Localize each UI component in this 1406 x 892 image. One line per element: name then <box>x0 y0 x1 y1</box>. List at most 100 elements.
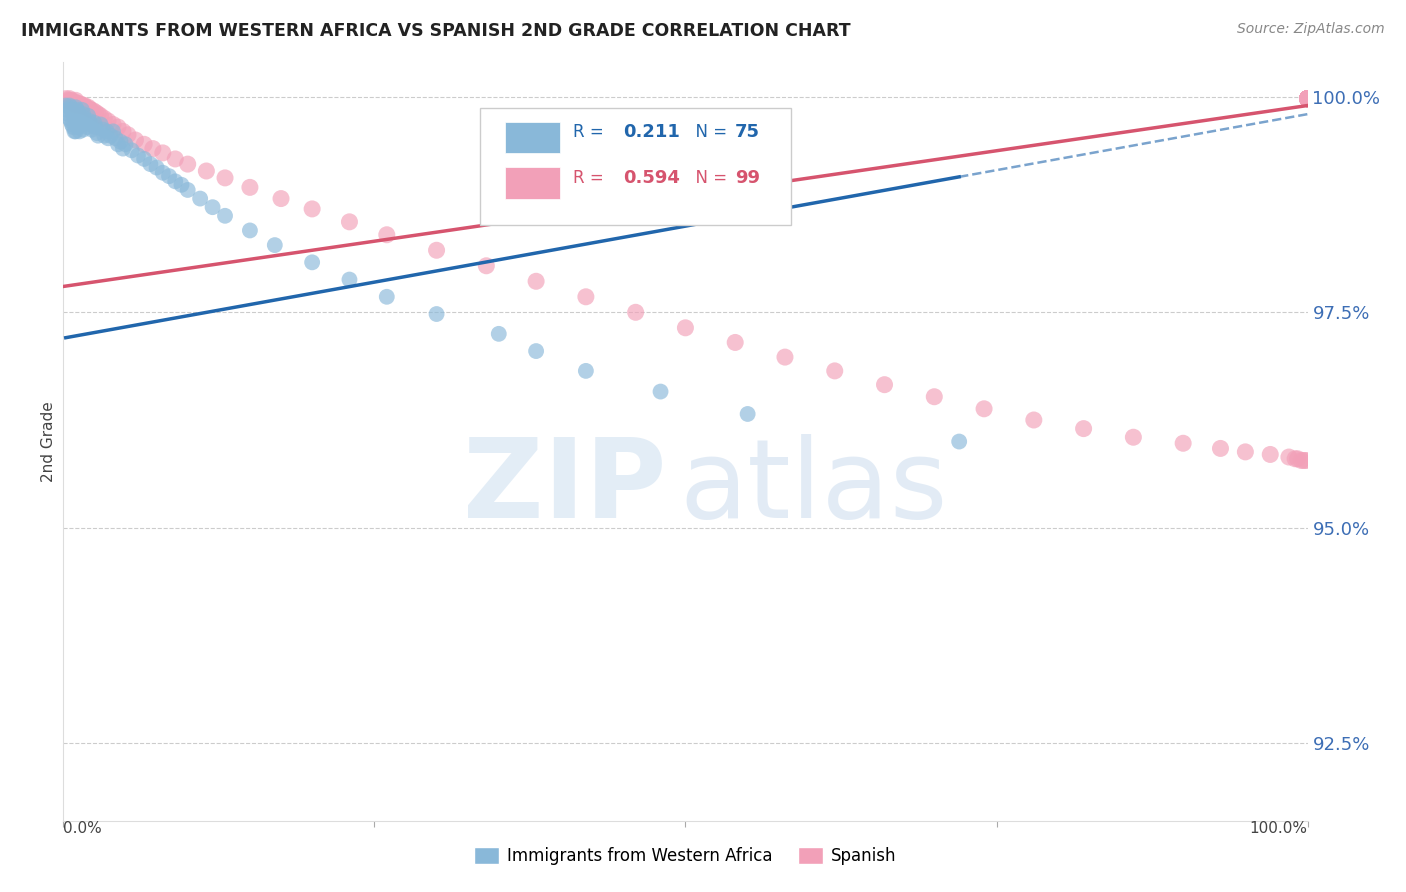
Point <box>1296 92 1319 106</box>
Point <box>773 350 796 364</box>
Point <box>165 152 187 166</box>
Point <box>87 107 110 121</box>
Text: 0.0%: 0.0% <box>63 821 103 836</box>
Point <box>157 169 180 183</box>
Point <box>375 227 398 242</box>
Point <box>104 131 127 145</box>
Point <box>1296 92 1319 106</box>
Point <box>177 157 200 171</box>
Point <box>188 192 211 206</box>
Point <box>111 142 134 156</box>
Point <box>1296 92 1319 106</box>
Point <box>59 93 82 107</box>
Point <box>86 126 108 140</box>
Point <box>124 133 146 147</box>
Point <box>62 120 84 134</box>
Point <box>79 114 101 128</box>
Point <box>76 120 98 134</box>
Point <box>63 124 86 138</box>
Point <box>55 98 77 112</box>
Point <box>624 305 647 319</box>
Point <box>724 335 747 350</box>
Point <box>152 166 174 180</box>
Point <box>100 128 122 143</box>
Point <box>67 120 90 134</box>
Point <box>1296 92 1319 106</box>
Point <box>575 364 598 378</box>
Point <box>475 259 498 273</box>
Point <box>675 321 697 335</box>
Point <box>79 102 101 116</box>
FancyBboxPatch shape <box>479 108 792 226</box>
Point <box>72 99 94 113</box>
Point <box>66 116 89 130</box>
Text: atlas: atlas <box>679 434 948 541</box>
Point <box>1296 92 1319 106</box>
Point <box>1296 92 1319 106</box>
Point <box>924 390 946 404</box>
Point <box>1284 451 1306 466</box>
Point <box>58 95 80 109</box>
Point <box>58 112 80 126</box>
Point <box>134 137 156 152</box>
Point <box>1296 92 1319 106</box>
Point <box>93 128 115 143</box>
Point <box>301 202 323 216</box>
Legend: Immigrants from Western Africa, Spanish: Immigrants from Western Africa, Spanish <box>474 847 897 865</box>
FancyBboxPatch shape <box>505 167 560 199</box>
Point <box>1296 92 1319 106</box>
Point <box>339 215 361 229</box>
Point <box>65 124 87 138</box>
Point <box>66 103 89 117</box>
Point <box>58 93 80 107</box>
Point <box>488 326 510 341</box>
Point <box>1234 445 1257 459</box>
Point <box>177 183 200 197</box>
Point <box>214 170 236 185</box>
Point <box>873 377 896 392</box>
Point <box>69 112 91 126</box>
Point <box>87 128 110 143</box>
Point <box>170 178 193 192</box>
Point <box>1296 92 1319 106</box>
Text: 0.594: 0.594 <box>623 169 681 186</box>
Point <box>524 344 547 359</box>
Point <box>1296 92 1319 106</box>
Point <box>1296 92 1319 106</box>
Point <box>1296 92 1319 106</box>
Point <box>1296 92 1319 106</box>
Point <box>114 137 136 152</box>
Point <box>301 255 323 269</box>
Point <box>84 120 107 134</box>
Point <box>1296 92 1319 106</box>
Point <box>1258 447 1281 461</box>
Text: N =: N = <box>686 169 733 186</box>
Point <box>339 272 361 286</box>
Point <box>58 92 80 106</box>
Point <box>90 118 112 132</box>
Point <box>270 192 292 206</box>
Point <box>1296 92 1319 106</box>
Point <box>62 105 84 120</box>
Text: N =: N = <box>686 123 733 141</box>
Point <box>1286 451 1309 466</box>
Point <box>59 100 82 114</box>
Text: R =: R = <box>574 169 609 186</box>
Point <box>239 180 262 194</box>
Point <box>165 174 187 188</box>
Point <box>80 122 103 136</box>
Point <box>69 96 91 111</box>
Point <box>58 98 80 112</box>
Point <box>107 137 129 152</box>
Point <box>524 274 547 288</box>
Point <box>97 131 120 145</box>
Point <box>65 98 87 112</box>
Point <box>239 223 262 237</box>
Point <box>1296 92 1319 106</box>
Point <box>1209 442 1232 456</box>
Text: 100.0%: 100.0% <box>1250 821 1308 836</box>
Point <box>70 103 93 117</box>
Point <box>142 142 165 156</box>
Point <box>650 384 672 399</box>
FancyBboxPatch shape <box>505 121 560 153</box>
